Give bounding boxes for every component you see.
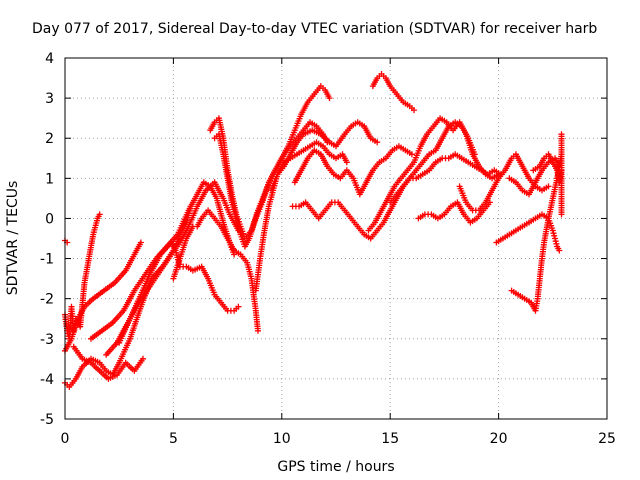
data-point-marker: [235, 303, 242, 310]
series-arc-19: [415, 199, 493, 226]
series-arc-11: [211, 83, 333, 250]
y-tick-label: -1: [40, 252, 54, 268]
y-axis-label: SDTVAR / TECUs: [5, 181, 21, 296]
series-arc-16: [369, 71, 417, 114]
data-point-marker: [411, 107, 417, 114]
data-point-marker: [408, 151, 415, 158]
data-point-marker: [326, 95, 333, 102]
data-point-marker: [549, 227, 556, 234]
x-tick-label: 5: [169, 431, 178, 447]
y-tick-label: 0: [45, 211, 54, 227]
x-tick-label: 0: [61, 431, 70, 447]
data-point-marker: [255, 327, 261, 334]
y-tick-label: -2: [40, 292, 54, 308]
series-arc-14: [291, 143, 415, 198]
series-arc-8: [116, 239, 242, 346]
y-tick-label: -5: [40, 412, 54, 428]
data-point-marker: [374, 139, 381, 146]
y-tick-label: 2: [45, 131, 54, 147]
data-point-marker: [96, 211, 103, 218]
data-point-marker: [343, 159, 350, 166]
x-tick-label: 15: [381, 431, 399, 447]
series-arc-9: [170, 207, 261, 334]
y-tick-label: -4: [40, 372, 54, 388]
data-point-marker: [140, 355, 146, 362]
chart-title: Day 077 of 2017, Sidereal Day-to-day VTE…: [32, 21, 597, 37]
y-tick-label: 1: [45, 171, 54, 187]
x-axis-label: GPS time / hours: [277, 459, 394, 475]
series-arc-23: [508, 151, 565, 314]
x-tick-label: 25: [598, 431, 616, 447]
data-point-marker: [137, 239, 144, 246]
series-arc-5: [70, 343, 146, 382]
grid-layer: [65, 58, 607, 419]
data-point-marker: [551, 232, 558, 239]
series-arc-6: [88, 179, 238, 342]
data-point-marker: [556, 247, 563, 254]
y-tick-label: -3: [40, 332, 54, 348]
data-point-marker: [471, 151, 478, 158]
series-arc-13: [268, 139, 350, 194]
series-arc-25: [558, 131, 565, 218]
y-tick-label: 4: [45, 51, 54, 67]
y-tick-label: 3: [45, 91, 54, 107]
series-arc-12: [252, 119, 381, 294]
data-point-marker: [545, 183, 552, 190]
series-arc-18: [387, 119, 478, 206]
series-arc-3: [62, 239, 144, 354]
series-arc-21: [493, 211, 563, 254]
data-point-marker: [558, 211, 565, 218]
data-points-layer: [62, 71, 565, 390]
x-tick-label: 10: [273, 431, 291, 447]
series-arc-20: [456, 151, 552, 214]
data-point-marker: [553, 240, 560, 247]
series-arc-1: [62, 237, 71, 246]
plot-frame: [64, 57, 608, 420]
ticks-layer: [64, 57, 608, 420]
data-point-marker: [552, 235, 558, 242]
tick-labels-layer: 0 5 10 15 20 25 -5 -4 -3 -2 -1 0 1 2 3 4: [40, 51, 616, 447]
x-tick-label: 20: [490, 431, 508, 447]
series-arc-2: [62, 211, 103, 342]
